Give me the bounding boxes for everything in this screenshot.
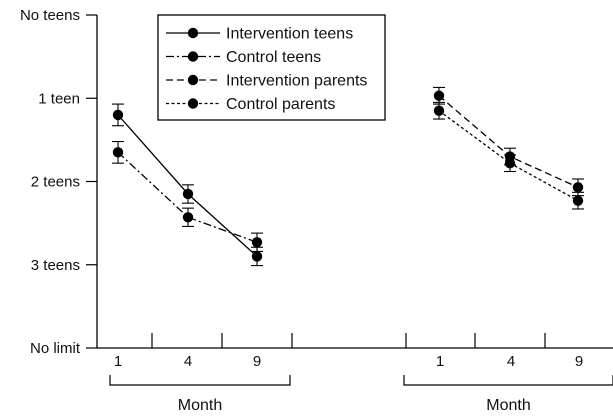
x-tick-label: 9 (253, 353, 261, 370)
x-tick-label: 4 (507, 353, 515, 370)
legend-swatch-marker (187, 74, 199, 86)
data-point (251, 251, 263, 262)
month-bracket (403, 375, 613, 386)
data-point (182, 188, 194, 200)
legend-label: Intervention teens (226, 26, 353, 43)
legend-swatch-marker (187, 27, 199, 39)
data-point (112, 147, 124, 158)
x-axis-label: Month (486, 397, 530, 414)
y-tick-label: 3 teens (31, 257, 80, 274)
data-point (504, 157, 516, 169)
series-line (438, 95, 579, 188)
legend-label: Control parents (226, 96, 335, 113)
legend-swatch-marker (187, 51, 199, 62)
x-tick-label: 9 (575, 353, 583, 370)
y-tick-label: 2 teens (31, 174, 80, 191)
x-axis-label: Month (178, 397, 222, 414)
data-point (112, 109, 124, 121)
series-line (117, 151, 258, 243)
y-axis-ticks: No teens 1 teen 2 teens 3 teens No limit (20, 7, 97, 357)
data-point (182, 212, 194, 223)
data-point (433, 90, 445, 101)
month-bracket (109, 375, 291, 386)
legend-swatch-marker (187, 98, 199, 109)
x-tick-label: 1 (114, 353, 122, 370)
y-tick-label: No teens (20, 7, 80, 24)
y-tick-label: 1 teen (38, 90, 80, 107)
x-tick-label: 1 (436, 353, 444, 370)
legend-entries: Intervention teens Control teens Intervent… (166, 26, 367, 113)
data-point (251, 237, 263, 248)
series-group (112, 86, 584, 267)
legend: Intervention teens Control teens Intervent… (157, 14, 386, 121)
legend-label: Control teens (226, 49, 321, 66)
data-point (572, 195, 584, 206)
x-tick-label: 4 (184, 353, 192, 370)
month-brackets: Month Month (109, 375, 613, 414)
y-tick-label: No limit (30, 340, 81, 357)
legend-label: Intervention parents (226, 73, 367, 90)
data-point (572, 182, 584, 193)
data-point (433, 105, 445, 116)
